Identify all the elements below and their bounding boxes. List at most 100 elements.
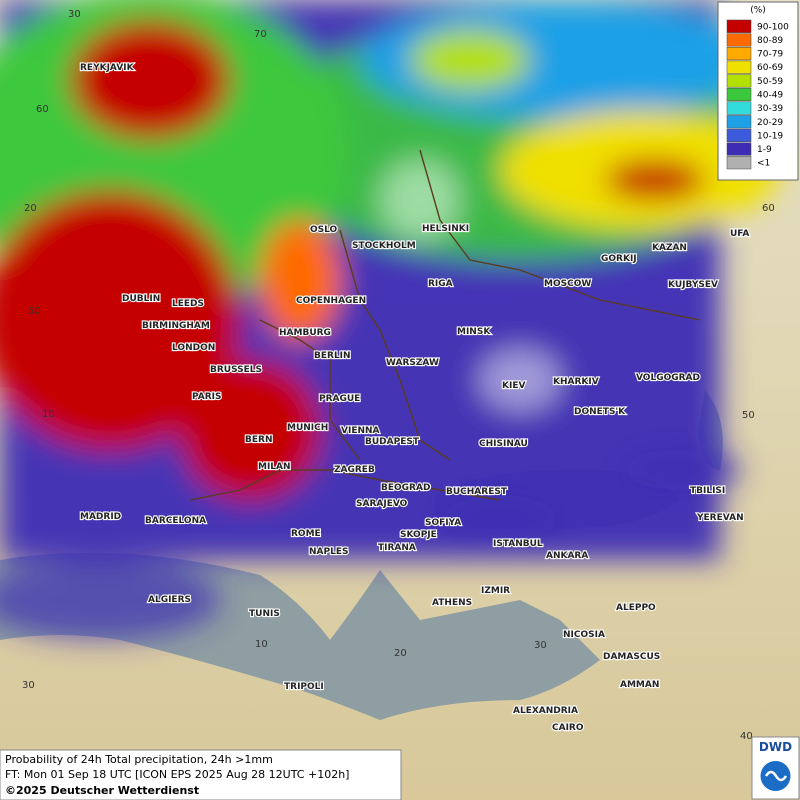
grid-label: 30 (22, 680, 35, 691)
city-label: ATHENS (432, 598, 472, 608)
legend-swatch (726, 60, 752, 74)
legend-swatch (726, 156, 752, 170)
city-labels: REYKJAVIK OSLO STOCKHOLM HELSINKI RIGA MOSCOW… (79, 62, 751, 734)
city-label: ALEXANDRIA (513, 706, 578, 716)
city-label: TBILISI (690, 486, 725, 496)
logo-wave (764, 770, 788, 782)
city-label: BARCELONA (145, 516, 206, 526)
footer-line: Probability of 24h Total precipitation, … (5, 753, 273, 766)
logo: DWD (751, 736, 800, 800)
grid-label: 60 (36, 104, 49, 115)
footer-line: ©2025 Deutscher Wetterdienst (5, 784, 199, 797)
grid-label: 50 (742, 410, 755, 421)
city-label: TUNIS (249, 609, 280, 619)
city-label: SKOPJE (400, 530, 437, 540)
legend-swatch (726, 101, 752, 115)
city-label: ISTANBUL (493, 539, 543, 549)
city-label: ALEPPO (616, 603, 656, 613)
legend-label: 50-59 (757, 77, 783, 87)
city-label: BERN (245, 435, 272, 445)
city-label: LONDON (172, 343, 215, 353)
city-label: WARSZAW (386, 358, 439, 368)
precip-field (0, 0, 780, 640)
legend-label: 60-69 (757, 63, 783, 73)
legend-swatch (726, 47, 752, 61)
city-label: KHARKIV (553, 377, 599, 387)
legend-label: 30-39 (757, 104, 783, 114)
city-label: BERLIN (314, 351, 351, 361)
grid-labels: 30 70 60 20 50 10 60 50 10 20 30 40 30 (22, 9, 775, 742)
city-label: ALGIERS (148, 595, 191, 605)
city-label: STOCKHOLM (352, 241, 416, 251)
city-label: TIRANA (378, 543, 416, 553)
legend: (%) 90-100 80-89 70-79 60-69 50-59 40-49 30-39… (717, 1, 799, 181)
city-label: NICOSIA (563, 630, 605, 640)
city-label: HELSINKI (422, 224, 469, 234)
city-label: SOFIYA (425, 518, 461, 528)
city-label: COPENHAGEN (296, 296, 366, 306)
city-label: PRAGUE (319, 394, 360, 404)
grid-label: 30 (68, 9, 81, 20)
city-label: KUJBYSEV (668, 280, 718, 290)
grid-label: 20 (394, 648, 407, 659)
grid-label: 60 (762, 203, 775, 214)
city-label: DAMASCUS (603, 652, 660, 662)
city-label: BUCHAREST (446, 487, 508, 497)
city-label: UFA (730, 229, 749, 239)
city-label: OSLO (310, 225, 338, 235)
legend-label: 20-29 (757, 118, 783, 128)
city-label: TRIPOLI (284, 682, 324, 692)
city-label: ROME (291, 529, 321, 539)
city-label: BEOGRAD (381, 483, 430, 493)
city-label: DONETS'K (574, 407, 626, 417)
city-label: CHISINAU (479, 439, 528, 449)
legend-swatch (726, 33, 752, 47)
legend-label: 1-9 (757, 145, 772, 155)
grid-label: 10 (42, 409, 55, 420)
city-label: YEREVAN (696, 513, 744, 523)
city-label: MADRID (80, 512, 121, 522)
legend-label: <1 (757, 159, 770, 169)
city-label: AMMAN (620, 680, 659, 690)
legend-swatch (726, 87, 752, 102)
logo-text: DWD (759, 740, 792, 754)
city-label: MILAN (258, 462, 291, 472)
legend-unit: (%) (750, 6, 766, 16)
legend-label: 80-89 (757, 36, 783, 46)
city-label: BIRMINGHAM (142, 321, 210, 331)
legend-label: 90-100 (757, 22, 789, 32)
city-label: ZAGREB (334, 465, 375, 475)
city-label: DUBLIN (122, 294, 160, 304)
footer-box (0, 749, 402, 800)
grid-label: 10 (255, 639, 268, 650)
city-label: PARIS (192, 392, 222, 402)
city-label: HAMBURG (279, 328, 331, 338)
legend-label: 70-79 (757, 50, 783, 60)
city-label: LEEDS (172, 299, 204, 309)
legend-swatch (726, 115, 752, 129)
city-label: KIEV (502, 381, 525, 391)
footer-line: FT: Mon 01 Sep 18 UTC [ICON EPS 2025 Aug… (5, 768, 349, 781)
city-label: MINSK (457, 327, 491, 337)
city-label: NAPLES (309, 547, 348, 557)
city-label: RIGA (428, 279, 453, 289)
legend-swatch (726, 19, 752, 33)
grid-label: 30 (534, 640, 547, 651)
city-label: MOSCOW (544, 279, 591, 289)
city-label: GORKIJ (601, 254, 637, 264)
city-label: REYKJAVIK (80, 63, 135, 73)
footer: Probability of 24h Total precipitation, … (0, 749, 402, 800)
grid-label: 50 (28, 306, 41, 317)
legend-swatch (726, 128, 752, 142)
borders (189, 149, 701, 501)
legend-swatch (726, 74, 752, 88)
city-label: IZMIR (481, 586, 510, 596)
grid-label: 40 (740, 731, 753, 742)
city-label: VIENNA (341, 426, 380, 436)
legend-swatch (726, 142, 752, 156)
grid-label: 20 (24, 203, 37, 214)
city-label: BUDAPEST (365, 437, 420, 447)
grid-label: 70 (254, 29, 267, 40)
city-label: CAIRO (552, 723, 584, 733)
